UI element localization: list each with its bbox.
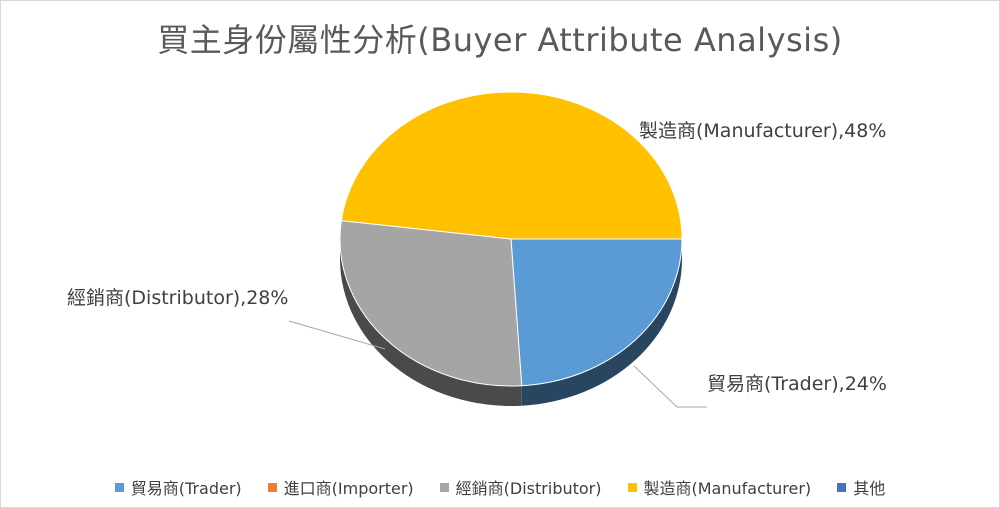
pie-slice-trader	[510, 238, 683, 387]
data-label-distributor: 經銷商(Distributor),28%	[67, 287, 288, 309]
data-label-trader: 貿易商(Trader),24%	[707, 373, 887, 395]
pie-chart: 貿易商(Trader),24% 經銷商(Distributor),28% 製造商(M…	[67, 91, 887, 408]
legend-label: 經銷商(Distributor)	[455, 479, 602, 498]
pie-side-trader	[521, 239, 682, 406]
leader-line-distributor	[288, 320, 386, 350]
legend-item-manufacturer: 製造商(Manufacturer)	[627, 475, 812, 499]
chart-legend: 貿易商(Trader) 進口商(Importer) 經銷商(Distributor)…	[1, 475, 999, 499]
legend-item-other: 其他	[837, 475, 885, 499]
legend-swatch	[627, 482, 637, 492]
legend-label: 進口商(Importer)	[283, 479, 414, 498]
legend-item-distributor: 經銷商(Distributor)	[439, 475, 602, 499]
legend-label: 其他	[853, 479, 886, 498]
legend-swatch	[114, 482, 124, 492]
legend-swatch	[439, 482, 449, 492]
pie-slice-manufacturer	[340, 91, 683, 240]
legend-label: 製造商(Manufacturer)	[643, 479, 812, 498]
legend-item-importer: 進口商(Importer)	[267, 475, 414, 499]
pie-slice-distributor	[339, 220, 523, 387]
legend-item-trader: 貿易商(Trader)	[114, 475, 242, 499]
chart-title: 買主身份屬性分析(Buyer Attribute Analysis)	[157, 21, 843, 59]
data-label-manufacturer: 製造商(Manufacturer),48%	[639, 120, 886, 142]
leader-line-trader	[633, 365, 707, 408]
legend-swatch	[267, 482, 277, 492]
legend-label: 貿易商(Trader)	[130, 479, 242, 498]
legend-swatch	[837, 482, 847, 492]
pie-side-distributor	[340, 239, 522, 406]
